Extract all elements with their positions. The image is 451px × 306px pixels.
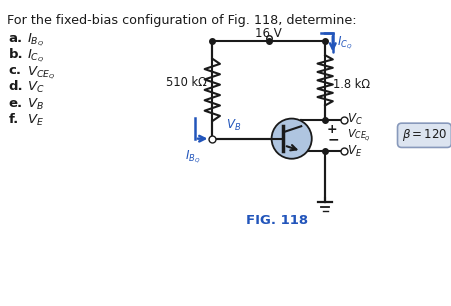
Text: −: − — [327, 132, 338, 146]
Text: $V_{CE_Q}$: $V_{CE_Q}$ — [27, 64, 55, 81]
Text: a.: a. — [9, 32, 23, 45]
Circle shape — [271, 118, 311, 159]
Text: $V_C$: $V_C$ — [346, 112, 362, 127]
Text: For the fixed-bias configuration of Fig. 118, determine:: For the fixed-bias configuration of Fig.… — [7, 14, 355, 27]
Text: c.: c. — [9, 64, 22, 77]
Text: 510 kΩ: 510 kΩ — [166, 76, 206, 89]
Text: $\beta = 120$: $\beta = 120$ — [401, 127, 446, 143]
Text: $I_{B_Q}$: $I_{B_Q}$ — [27, 32, 44, 48]
Text: b.: b. — [9, 48, 23, 61]
Text: $V_B$: $V_B$ — [27, 97, 44, 112]
Text: $I_{B_Q}$: $I_{B_Q}$ — [185, 148, 200, 165]
Text: $V_{CE_Q}$: $V_{CE_Q}$ — [346, 128, 370, 143]
Text: $V_E$: $V_E$ — [27, 113, 44, 128]
Text: $I_{C_Q}$: $I_{C_Q}$ — [336, 35, 351, 51]
Text: $V_B$: $V_B$ — [225, 118, 240, 133]
Text: $I_{C_Q}$: $I_{C_Q}$ — [27, 48, 44, 64]
Text: $V_E$: $V_E$ — [346, 144, 362, 159]
Text: f.: f. — [9, 113, 19, 126]
Text: FIG. 118: FIG. 118 — [246, 215, 308, 227]
Text: $V_C$: $V_C$ — [27, 80, 44, 95]
Text: +: + — [327, 123, 337, 136]
Text: 1.8 kΩ: 1.8 kΩ — [332, 78, 369, 91]
Text: d.: d. — [9, 80, 23, 93]
Text: 16 V: 16 V — [255, 27, 281, 40]
Text: e.: e. — [9, 97, 23, 110]
